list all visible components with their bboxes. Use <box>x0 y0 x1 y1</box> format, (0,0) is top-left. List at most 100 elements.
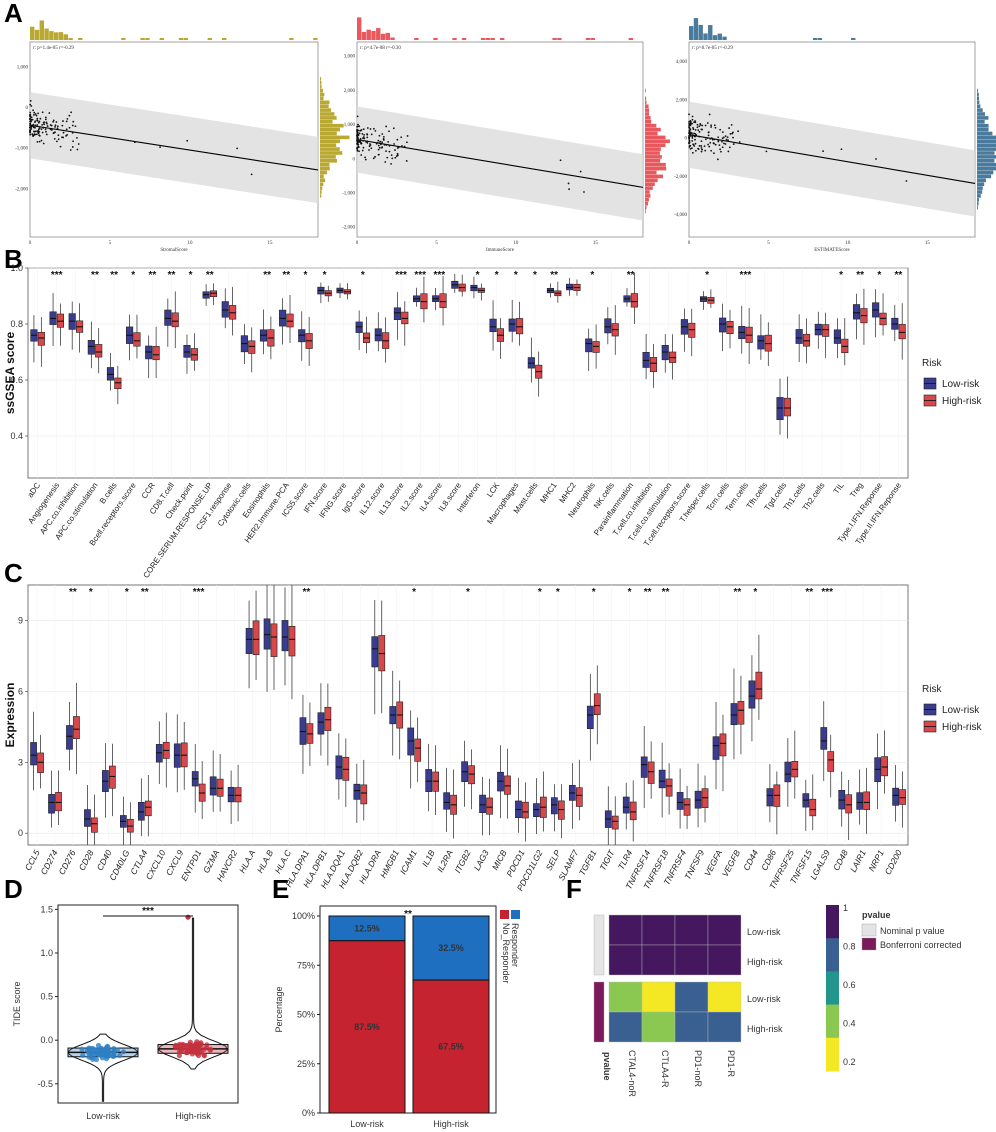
box-high-risk <box>504 775 511 795</box>
legend-title: pvalue <box>862 910 891 920</box>
box-high-risk <box>737 701 745 725</box>
data-point <box>204 1042 210 1048</box>
legend-label: Low-risk <box>942 379 980 390</box>
data-point <box>94 1049 100 1055</box>
y-tick-label: 100% <box>292 911 315 921</box>
scatter-point <box>691 115 694 118</box>
box-low-risk <box>245 628 253 654</box>
x-tick-label: MHC1 <box>538 481 559 505</box>
right-histogram-bar <box>320 162 330 167</box>
legend-label: No_Responder <box>501 923 511 984</box>
scatter-point <box>729 132 732 135</box>
top-histogram-bar <box>552 38 557 40</box>
top-histogram-bar <box>49 31 54 40</box>
legend-title: Risk <box>922 358 942 369</box>
pvalue-heatmap: Low-risk High-risk Low-risk High-risk pvalue… <box>593 903 962 1097</box>
scatter-point <box>71 124 74 127</box>
scatter-point <box>62 120 64 122</box>
scatter-point <box>370 147 373 150</box>
scatter-point <box>74 125 77 128</box>
significance-label: ** <box>895 270 903 281</box>
heatmap-cell <box>608 944 643 976</box>
colorbar-segment <box>826 1004 839 1039</box>
top-histogram-bar <box>703 33 708 40</box>
scatter-point <box>396 138 399 141</box>
data-point <box>198 1041 204 1047</box>
scatter-point <box>714 126 717 129</box>
legend-title: Risk <box>922 684 942 695</box>
box-high-risk <box>802 333 811 347</box>
scatter-point <box>40 128 43 130</box>
tide-violin-plot: -0.5 0.0 0.5 1.0 1.5 TIDE score Low-risk High-r… <box>12 904 239 1121</box>
right-histogram-bar <box>645 201 649 206</box>
scatter-point <box>40 139 43 142</box>
bar-value-label: 32.5% <box>438 943 464 953</box>
scatter-point <box>697 147 700 150</box>
x-tick-label: 15 <box>593 241 599 246</box>
x-tick-label: 5 <box>435 241 438 246</box>
right-histogram-bar <box>977 182 985 186</box>
x-tick-label: High-risk <box>175 1111 211 1121</box>
scatter-point <box>68 126 71 129</box>
scatter-point <box>29 100 32 102</box>
right-histogram-bar <box>645 88 646 93</box>
top-histogram-bar <box>485 38 491 40</box>
right-histogram-bar <box>977 127 989 132</box>
right-histogram-bar <box>645 108 650 112</box>
significance-label: *** <box>142 906 154 917</box>
scatter-point <box>71 132 74 134</box>
right-histogram-bar <box>320 170 327 175</box>
significance-label: *** <box>395 270 407 281</box>
x-tick-label: 10 <box>188 241 194 246</box>
x-tick-label: CD28 <box>77 848 96 872</box>
right-histogram-bar <box>977 201 979 206</box>
scatter-point <box>29 111 32 114</box>
y-tick-label: -2,000 <box>674 175 687 180</box>
box-low-risk <box>712 736 720 760</box>
scatter-point <box>378 142 381 145</box>
bar-segment-responder <box>328 940 406 1114</box>
x-tick-label: CCR <box>140 481 157 501</box>
data-point <box>208 1046 214 1052</box>
scatter-point <box>691 151 694 154</box>
right-histogram-bar <box>320 190 322 194</box>
data-point <box>172 1043 178 1049</box>
scatter-point <box>388 130 390 133</box>
scatter-point <box>727 139 729 142</box>
top-histogram-bar <box>480 38 486 40</box>
scatter-point <box>38 140 41 143</box>
heatmap-cell <box>608 1011 643 1043</box>
scatter-point <box>70 111 73 114</box>
scatter-point <box>700 128 703 131</box>
significance-label: * <box>705 270 709 281</box>
right-histogram-bar <box>977 100 980 105</box>
scatter-point <box>379 140 382 143</box>
legend-label: Responder <box>510 923 520 967</box>
box-high-risk <box>557 800 565 820</box>
heatmap-cell <box>707 944 742 976</box>
top-histogram-bar <box>698 24 703 40</box>
x-tick-label: LAIR1 <box>848 848 868 874</box>
scatter-point <box>396 152 399 155</box>
top-histogram-bar <box>34 29 40 40</box>
box-high-risk <box>629 801 637 821</box>
box-high-risk <box>809 798 817 817</box>
scatter-point <box>689 144 692 147</box>
colorbar-tick-label: 0.2 <box>843 1057 856 1067</box>
box-low-risk <box>730 703 738 726</box>
data-point <box>111 1053 117 1059</box>
box-high-risk <box>324 706 332 731</box>
scatter-point <box>688 129 691 132</box>
scatter-point <box>133 141 136 144</box>
scatter-point <box>366 141 369 144</box>
scatter-point <box>76 137 78 139</box>
box-low-risk <box>48 794 55 814</box>
scatter-point <box>32 135 34 138</box>
right-histogram-bar <box>320 108 332 112</box>
scatter-point <box>691 122 693 125</box>
data-point <box>185 1044 191 1051</box>
scatter-point <box>52 119 55 122</box>
scatter-point <box>29 133 32 136</box>
right-histogram-bar <box>977 143 996 147</box>
y-tick-label: 0 <box>18 828 23 838</box>
